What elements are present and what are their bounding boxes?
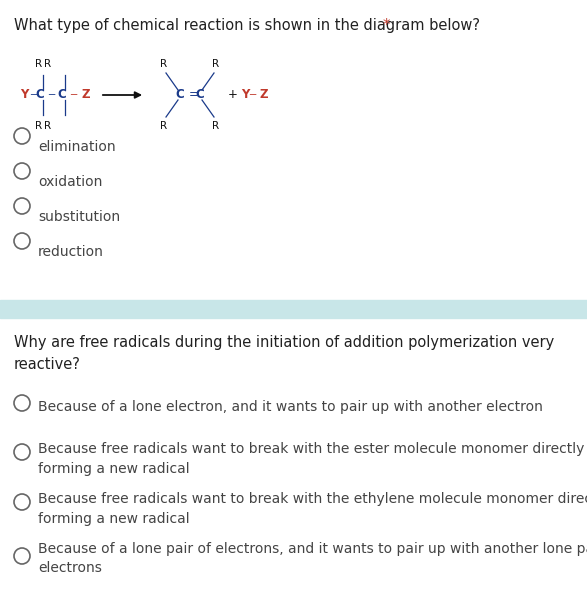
Text: Because of a lone pair of electrons, and it wants to pair up with another lone p: Because of a lone pair of electrons, and… bbox=[38, 542, 587, 576]
Text: C: C bbox=[195, 89, 204, 101]
Text: substitution: substitution bbox=[38, 210, 120, 224]
Text: Why are free radicals during the initiation of addition polymerization very
reac: Why are free radicals during the initiat… bbox=[14, 335, 554, 372]
Circle shape bbox=[14, 233, 30, 249]
Circle shape bbox=[14, 548, 30, 564]
Text: R: R bbox=[160, 59, 167, 69]
Text: R: R bbox=[212, 59, 220, 69]
Text: elimination: elimination bbox=[38, 140, 116, 154]
Text: ─: ─ bbox=[48, 90, 54, 100]
Text: Y: Y bbox=[241, 89, 249, 101]
Text: ─: ─ bbox=[249, 90, 255, 100]
Text: +: + bbox=[228, 89, 238, 101]
Text: ─: ─ bbox=[70, 90, 76, 100]
Text: ─: ─ bbox=[30, 90, 36, 100]
Text: R: R bbox=[44, 59, 51, 69]
Text: oxidation: oxidation bbox=[38, 175, 102, 189]
Text: What type of chemical reaction is shown in the diagram below?: What type of chemical reaction is shown … bbox=[14, 18, 485, 33]
Text: Because free radicals want to break with the ester molecule monomer directly
for: Because free radicals want to break with… bbox=[38, 442, 585, 475]
Text: R: R bbox=[160, 121, 167, 131]
Text: *: * bbox=[383, 18, 390, 33]
Text: Because of a lone electron, and it wants to pair up with another electron: Because of a lone electron, and it wants… bbox=[38, 400, 543, 414]
Circle shape bbox=[14, 395, 30, 411]
Text: Because free radicals want to break with the ethylene molecule monomer directly
: Because free radicals want to break with… bbox=[38, 492, 587, 525]
Text: C: C bbox=[36, 89, 45, 101]
Text: Z: Z bbox=[82, 89, 90, 101]
Circle shape bbox=[14, 163, 30, 179]
Text: R: R bbox=[35, 59, 42, 69]
Text: R: R bbox=[44, 121, 51, 131]
Text: Z: Z bbox=[259, 89, 268, 101]
Circle shape bbox=[14, 444, 30, 460]
Text: R: R bbox=[212, 121, 220, 131]
Text: reduction: reduction bbox=[38, 245, 104, 259]
Bar bbox=[0, 300, 587, 318]
Circle shape bbox=[14, 494, 30, 510]
Text: C: C bbox=[58, 89, 66, 101]
Text: Y: Y bbox=[20, 89, 28, 101]
Text: R: R bbox=[35, 121, 42, 131]
Circle shape bbox=[14, 198, 30, 214]
Text: =: = bbox=[189, 89, 199, 101]
Circle shape bbox=[14, 128, 30, 144]
Text: C: C bbox=[176, 89, 184, 101]
